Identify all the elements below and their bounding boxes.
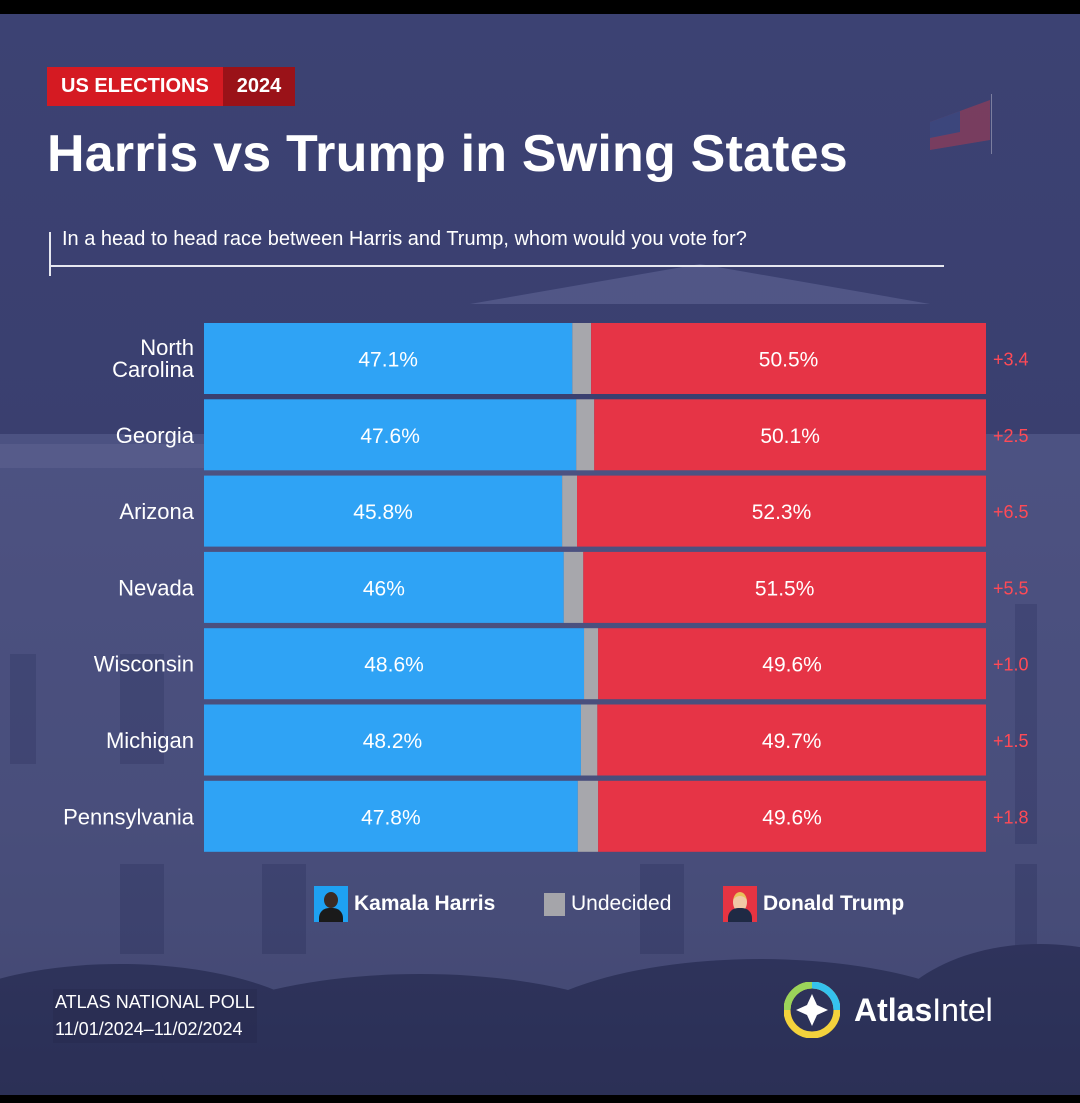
bar-trump-arizona — [577, 475, 986, 547]
undecided-swatch-icon — [544, 892, 565, 916]
margin-label-michigan: +1.5 — [993, 731, 1029, 751]
bar-harris-georgia — [204, 399, 577, 471]
chart-subtitle: In a head to head race between Harris an… — [62, 228, 747, 250]
bar-undecided-michigan — [580, 704, 598, 776]
bar-trump-north-carolina — [591, 323, 986, 394]
tag-us-elections: US ELECTIONS — [47, 67, 223, 106]
value-label-harris-georgia: 47.6% — [360, 425, 420, 448]
value-label-harris-wisconsin: 48.6% — [364, 654, 424, 677]
logo-wordmark: AtlasIntel — [854, 992, 993, 1029]
source-dates: 11/01/2024–11/02/2024 — [55, 1019, 243, 1039]
bar-trump-nevada — [583, 551, 986, 623]
state-label-arizona: Arizona — [119, 499, 194, 524]
bar-harris-arizona — [204, 475, 563, 547]
margin-label-wisconsin: +1.0 — [993, 655, 1029, 675]
bar-undecided-nevada — [563, 551, 584, 623]
state-label-pennsylvania: Pennsylvania — [63, 804, 195, 829]
bar-undecided-wisconsin — [584, 628, 599, 700]
trump-avatar-icon — [723, 886, 757, 922]
bar-harris-nevada — [204, 551, 564, 623]
bar-trump-pennsylvania — [598, 780, 986, 852]
value-label-harris-north-carolina: 47.1% — [358, 349, 418, 372]
category-tag: US ELECTIONS 2024 — [47, 67, 296, 106]
legend-item-harris: Kamala Harris — [314, 886, 495, 922]
legend-item-trump: Donald Trump — [723, 886, 904, 922]
value-label-trump-georgia: 50.1% — [760, 425, 820, 448]
state-label-wisconsin: Wisconsin — [94, 652, 194, 677]
bar-harris-wisconsin — [204, 628, 585, 700]
value-label-trump-wisconsin: 49.6% — [762, 654, 822, 677]
logo-word-light: Intel — [932, 991, 993, 1028]
margin-label-north-carolina: +3.4 — [993, 350, 1029, 370]
legend-label-trump: Donald Trump — [763, 892, 905, 915]
state-label-nevada: Nevada — [118, 575, 195, 600]
value-label-trump-arizona: 52.3% — [752, 501, 812, 524]
value-label-trump-pennsylvania: 49.6% — [762, 806, 822, 829]
margin-label-arizona: +6.5 — [993, 502, 1029, 522]
value-label-harris-arizona: 45.8% — [353, 501, 413, 524]
source-name: ATLAS NATIONAL POLL — [55, 992, 255, 1012]
subtitle-underline — [49, 265, 944, 267]
bar-trump-georgia — [594, 399, 986, 471]
value-label-harris-pennsylvania: 47.8% — [361, 806, 421, 829]
tag-year: 2024 — [222, 67, 296, 106]
margin-label-pennsylvania: +1.8 — [993, 807, 1029, 827]
value-label-trump-nevada: 51.5% — [755, 577, 815, 600]
value-label-harris-michigan: 48.2% — [363, 730, 423, 753]
bar-undecided-north-carolina — [572, 323, 592, 394]
state-label-michigan: Michigan — [106, 728, 194, 753]
poll-source: ATLAS NATIONAL POLL 11/01/2024–11/02/202… — [53, 989, 257, 1043]
bar-undecided-pennsylvania — [577, 780, 599, 852]
bar-undecided-georgia — [576, 399, 595, 471]
harris-avatar-icon — [314, 886, 348, 922]
infographic: US ELECTIONS 2024 Harris vs Trump in Swi… — [0, 14, 1080, 1095]
legend-item-undecided: Undecided — [544, 892, 671, 916]
stacked-bar-chart: 47.1% 50.5% North Carolina +3.4 47.6% 50.1% Geo… — [63, 323, 1029, 852]
bar-harris-north-carolina — [204, 323, 573, 394]
value-label-trump-north-carolina: 50.5% — [759, 349, 819, 372]
state-label-north-carolina: North Carolina — [112, 335, 195, 382]
value-label-harris-nevada: 46% — [363, 577, 405, 600]
subtitle-bracket-vertical — [49, 232, 51, 276]
bar-trump-michigan — [597, 704, 986, 776]
legend-label-undecided: Undecided — [571, 892, 672, 915]
bar-harris-pennsylvania — [204, 780, 578, 852]
margin-label-nevada: +5.5 — [993, 578, 1029, 598]
atlasintel-logo-icon — [784, 982, 840, 1038]
state-label-georgia: Georgia — [116, 423, 195, 448]
atlasintel-logo: AtlasIntel — [784, 982, 993, 1038]
legend-label-harris: Kamala Harris — [354, 892, 496, 915]
logo-word-bold: Atlas — [854, 991, 933, 1028]
bar-undecided-arizona — [562, 475, 578, 547]
page-title: Harris vs Trump in Swing States — [47, 125, 848, 183]
us-flag-icon — [930, 94, 992, 154]
margin-label-georgia: +2.5 — [993, 426, 1029, 446]
bar-harris-michigan — [204, 704, 581, 776]
bar-trump-wisconsin — [598, 628, 986, 700]
chart-legend: Kamala Harris Undecided Donald Trump — [0, 886, 1080, 922]
value-label-trump-michigan: 49.7% — [762, 730, 822, 753]
